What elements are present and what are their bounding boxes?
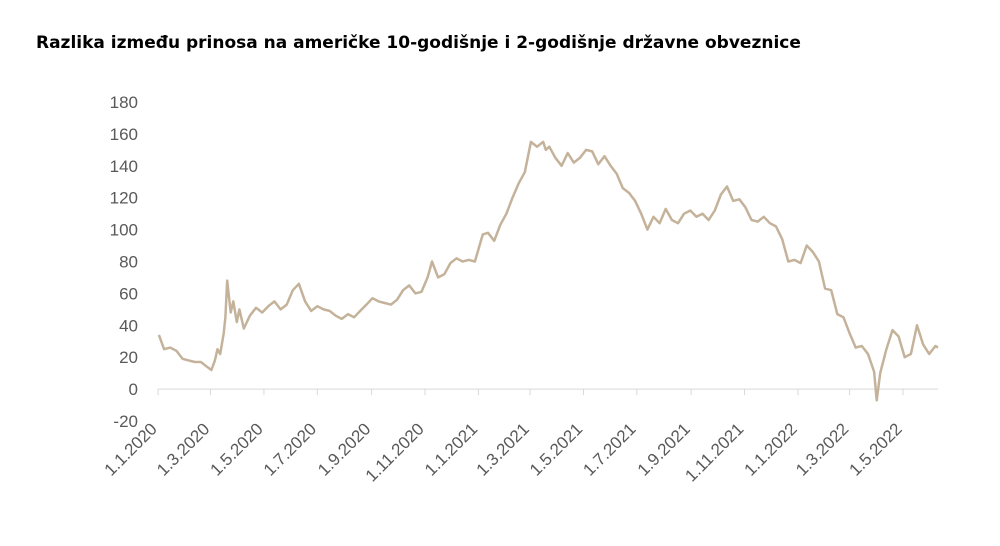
x-tick-label: 1.7.2021	[579, 419, 639, 479]
series-line	[157, 140, 939, 402]
x-tick-label: 1.3.2022	[792, 419, 852, 479]
x-tick-label: 1.11.2020	[362, 419, 428, 485]
y-tick-label: 100	[110, 221, 138, 240]
x-tick-label: 1.3.2021	[473, 419, 533, 479]
y-tick-label: 0	[129, 380, 138, 399]
y-tick-label: 160	[110, 125, 138, 144]
x-tick-label: 1.1.2021	[421, 419, 481, 479]
x-tick-label: 1.5.2021	[526, 419, 586, 479]
x-tick-label: 1.1.2022	[741, 419, 801, 479]
x-axis-labels: 1.1.20201.3.20201.5.20201.7.20201.9.2020…	[101, 389, 906, 485]
y-tick-label: 60	[119, 284, 138, 303]
y-tick-label: -20	[113, 412, 138, 431]
x-tick-label: 1.7.2020	[260, 419, 320, 479]
x-tick-label: 1.5.2022	[846, 419, 906, 479]
x-tick-label: 1.5.2020	[207, 419, 267, 479]
y-tick-label: 180	[110, 93, 138, 112]
y-tick-label: 20	[119, 348, 138, 367]
y-tick-label: 140	[110, 157, 138, 176]
y-tick-label: 80	[119, 253, 138, 272]
y-tick-label: 40	[119, 316, 138, 335]
y-tick-label: 120	[110, 189, 138, 208]
y-axis-labels: 180 160 140 120 100 80 60 40 20 0 -20	[110, 93, 138, 431]
chart-title: Razlika između prinosa na američke 10-go…	[36, 33, 801, 53]
x-tick-label: 1.11.2021	[681, 419, 747, 485]
series-group	[157, 140, 939, 402]
x-tick-label: 1.3.2020	[153, 419, 213, 479]
